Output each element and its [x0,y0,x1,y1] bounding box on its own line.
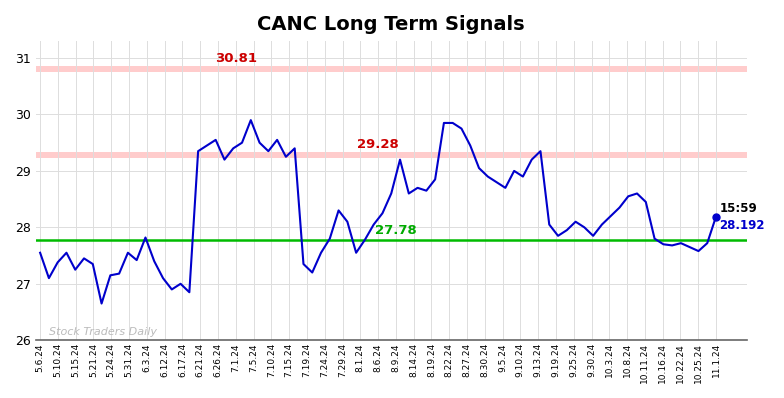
Text: Stock Traders Daily: Stock Traders Daily [49,328,157,338]
Text: 29.28: 29.28 [358,139,399,151]
Title: CANC Long Term Signals: CANC Long Term Signals [257,15,525,34]
Text: 30.81: 30.81 [215,52,257,65]
Text: 28.192: 28.192 [720,219,765,232]
Text: 27.78: 27.78 [375,224,417,237]
Bar [36,152,746,158]
Bar [36,66,746,72]
Text: 15:59: 15:59 [720,202,757,215]
